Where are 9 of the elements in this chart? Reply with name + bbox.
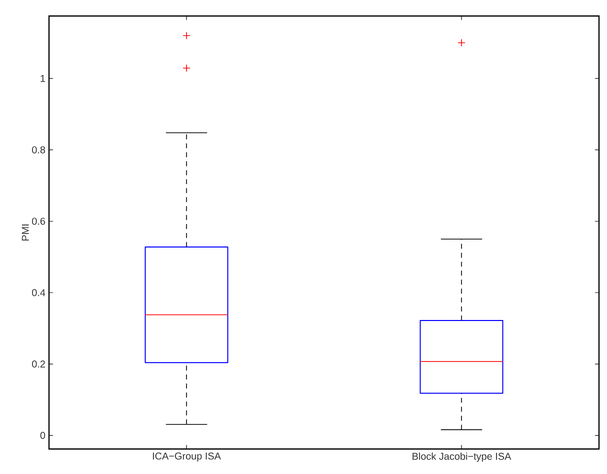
y-tick-label: 0.6 <box>32 218 46 225</box>
y-tick-label: 1 <box>40 75 46 82</box>
y-tick-label: 0.4 <box>32 289 46 296</box>
x-tick-label: Block Jacobi−type ISA <box>412 452 512 462</box>
x-tick-label: ICA−Group ISA <box>152 452 221 462</box>
y-tick-label: 0.8 <box>32 146 46 154</box>
y-tick-label: 0.2 <box>32 360 45 368</box>
y-tick-label: 0 <box>40 432 46 439</box>
y-axis-title: PMI <box>22 224 29 241</box>
